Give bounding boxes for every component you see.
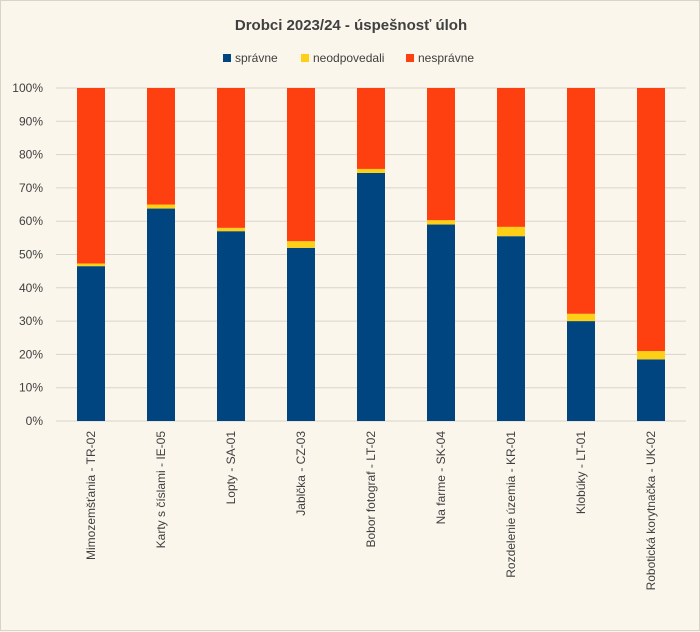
bar-stack-1 <box>147 88 175 421</box>
x-axis: Mimozemšťania - TR-02 Karty s číslami - I… <box>84 431 658 591</box>
y-tick-label: 50% <box>19 248 43 262</box>
bar-stack-3 <box>287 88 315 421</box>
bar-segment-správne <box>217 231 245 421</box>
bar-segment-nesprávne <box>357 88 385 169</box>
bar-stack-8 <box>637 88 665 421</box>
bar-segment-správne <box>497 236 525 421</box>
y-axis: 0% 10% 20% 30% 40% 50% 60% 70% 80% 90% 100% <box>12 81 43 428</box>
bar-segment-neodpovedali <box>497 226 525 237</box>
legend-item-0: správne <box>223 51 278 65</box>
bar-segment-správne <box>147 208 175 421</box>
bar-segment-správne <box>637 359 665 421</box>
bar-stack-6 <box>497 88 525 421</box>
bar-segment-neodpovedali <box>357 168 385 173</box>
x-category-label: Lopty - SA-01 <box>224 431 238 505</box>
y-tick-label: 20% <box>19 347 43 361</box>
x-category-label: Rozdelenie územia - KR-01 <box>504 431 518 578</box>
bar-segment-neodpovedali <box>427 220 455 225</box>
y-tick-label: 70% <box>19 181 43 195</box>
legend-label: správne <box>235 51 278 65</box>
legend-swatch <box>223 54 231 62</box>
legend-item-1: neodpovedali <box>301 51 384 65</box>
x-category-label: Mimozemšťania - TR-02 <box>84 431 98 560</box>
bar-segment-správne <box>357 172 385 421</box>
bar-segment-nesprávne <box>217 88 245 228</box>
y-tick-label: 90% <box>19 114 43 128</box>
legend-label: nesprávne <box>418 51 474 65</box>
chart-title: Drobci 2023/24 - úspešnosť úloh <box>235 17 467 34</box>
y-tick-label: 0% <box>26 414 44 428</box>
bar-segment-neodpovedali <box>77 263 105 267</box>
legend-item-2: nesprávne <box>406 51 474 65</box>
y-tick-label: 60% <box>19 214 43 228</box>
bar-segment-neodpovedali <box>147 204 175 209</box>
bar-segment-neodpovedali <box>567 313 595 322</box>
bar-segment-nesprávne <box>77 88 105 264</box>
bar-segment-neodpovedali <box>287 241 315 248</box>
bar-segment-správne <box>77 266 105 421</box>
y-tick-label: 30% <box>19 314 43 328</box>
x-category-label: Karty s číslami - IE-05 <box>154 431 168 549</box>
bar-segment-správne <box>427 224 455 421</box>
bar-stack-2 <box>217 88 245 421</box>
legend-swatch <box>301 54 309 62</box>
legend-swatch <box>406 54 414 62</box>
bar-segment-nesprávne <box>427 88 455 221</box>
bar-stack-4 <box>357 88 385 421</box>
bar-segment-nesprávne <box>497 88 525 227</box>
y-tick-label: 100% <box>12 81 43 95</box>
bar-segment-správne <box>287 247 315 421</box>
legend: správne neodpovedali nesprávne <box>223 51 474 65</box>
bar-segment-neodpovedali <box>637 351 665 360</box>
bar-stack-7 <box>567 88 595 421</box>
bar-stack-0 <box>77 88 105 421</box>
bars <box>77 88 665 421</box>
y-tick-label: 80% <box>19 148 43 162</box>
y-tick-label: 10% <box>19 381 43 395</box>
y-tick-label: 40% <box>19 281 43 295</box>
x-category-label: Bobor fotograf - LT-02 <box>364 431 378 548</box>
x-category-label: Jablčka - CZ-03 <box>294 431 308 516</box>
x-category-label: Na farme - SK-04 <box>434 431 448 525</box>
bar-segment-nesprávne <box>637 88 665 352</box>
legend-label: neodpovedali <box>313 51 384 65</box>
bar-segment-správne <box>567 321 595 421</box>
bar-stack-5 <box>427 88 455 421</box>
x-category-label: Robotická korytnačka - UK-02 <box>644 431 658 591</box>
bar-segment-nesprávne <box>287 88 315 242</box>
x-category-label: Klobúky - LT-01 <box>574 431 588 514</box>
bar-segment-neodpovedali <box>217 227 245 232</box>
bar-segment-nesprávne <box>567 88 595 314</box>
bar-segment-nesprávne <box>147 88 175 205</box>
